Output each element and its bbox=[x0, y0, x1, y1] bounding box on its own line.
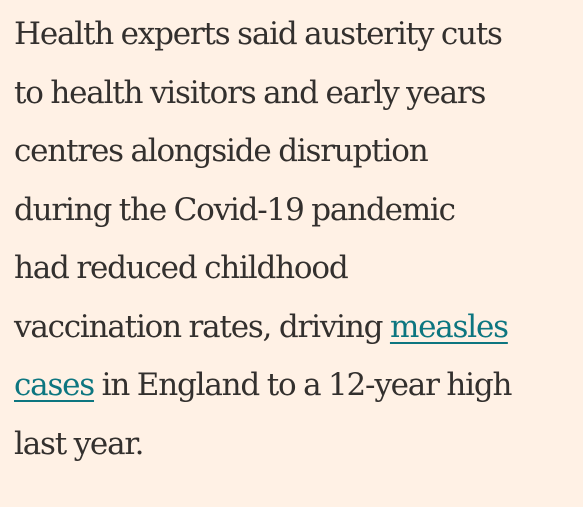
measles-cases-link-part-1[interactable]: measles bbox=[389, 308, 509, 345]
paragraph-line-3: centres alongside disruption bbox=[14, 133, 429, 169]
paragraph-line-2: to health visitors and early years bbox=[14, 74, 486, 111]
article-paragraph: Health experts said austerity cuts to he… bbox=[14, 5, 575, 473]
paragraph-line-1: Health experts said austerity cuts bbox=[14, 16, 503, 52]
paragraph-line-4: during the Covid-19 pandemic bbox=[14, 191, 456, 228]
paragraph-line-8: last year. bbox=[14, 425, 144, 462]
measles-cases-link-part-2[interactable]: cases bbox=[14, 367, 95, 403]
paragraph-line-5: had reduced childhood bbox=[14, 250, 349, 286]
paragraph-line-6: vaccination rates, driving bbox=[14, 308, 390, 345]
paragraph-line-7: in England to a 12-year high bbox=[94, 367, 513, 403]
